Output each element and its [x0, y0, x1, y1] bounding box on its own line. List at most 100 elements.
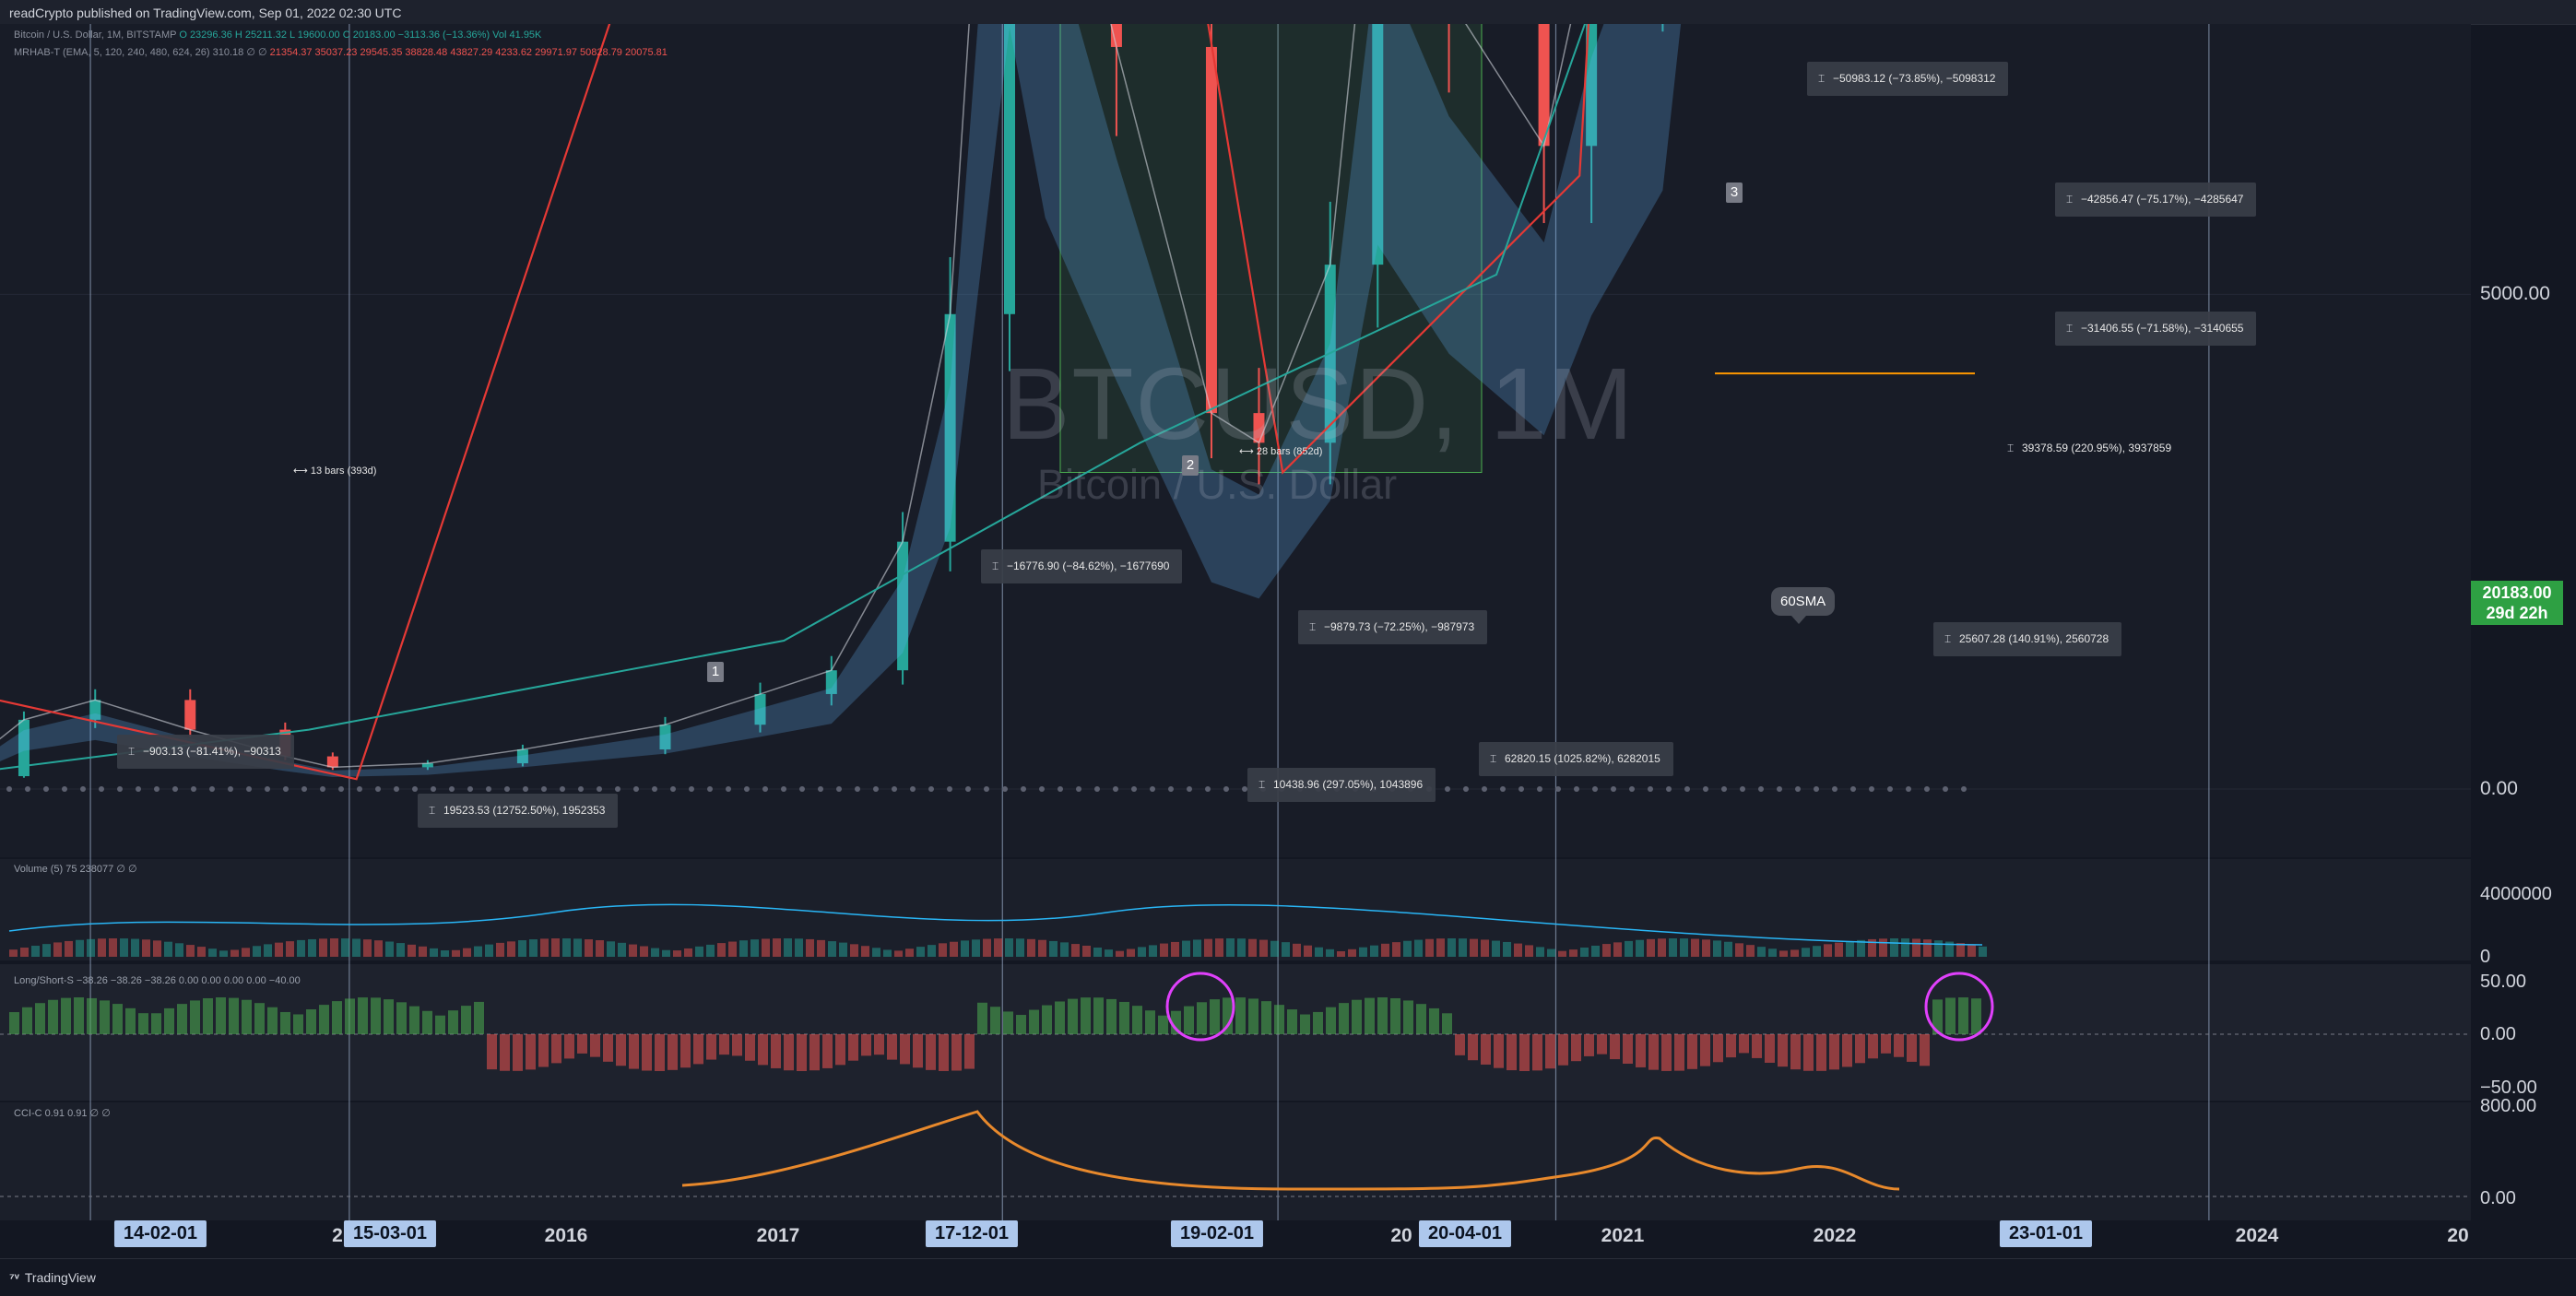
ls-bar	[616, 1034, 626, 1066]
ls-bar	[177, 1004, 187, 1034]
volume-bar	[98, 938, 106, 957]
ls-bar	[629, 1034, 639, 1069]
candle-body	[1205, 46, 1217, 414]
ls-legend: Long/Short-S −38.26 −38.26 −38.26 0.00 0…	[14, 975, 301, 986]
tradingview-logo[interactable]: ⁷ᵛ TradingView	[9, 1270, 96, 1285]
baseline-dot	[1943, 786, 1948, 792]
ls-bar	[926, 1034, 936, 1070]
volume-bar	[817, 939, 825, 957]
cci-values: 0.91 0.91 ∅ ∅	[44, 1108, 111, 1119]
price-chart[interactable]	[0, 24, 2576, 1258]
baseline-dot	[301, 786, 307, 792]
measure-box[interactable]: ⌶ 19523.53 (12752.50%), 1952353	[418, 794, 619, 828]
candle-body	[421, 763, 433, 768]
ls-bar	[874, 1034, 884, 1055]
volume-bar	[651, 948, 659, 957]
ls-bar	[1636, 1034, 1646, 1067]
watermark-description: Bitcoin / U.S. Dollar	[1037, 461, 1398, 508]
ls-bar	[267, 1007, 278, 1034]
cci-label: CCI-C	[14, 1108, 42, 1119]
measure-icon: ⌶	[1818, 72, 1826, 85]
ls-bar	[1842, 1034, 1852, 1067]
ls-bar	[758, 1034, 768, 1066]
measure-box[interactable]: ⌶ −31406.55 (−71.58%), −3140655	[2055, 312, 2257, 346]
measure-box[interactable]: ⌶ −903.13 (−81.41%), −90313	[117, 735, 294, 769]
measure-box[interactable]: ⌶ 39378.59 (220.95%), 3937859	[1996, 431, 2184, 465]
volume-bar	[1193, 939, 1201, 957]
ls-bar	[487, 1034, 497, 1070]
ls-bar	[1739, 1034, 1749, 1054]
volume-bar	[1160, 943, 1168, 957]
measure-box[interactable]: ⌶ −50983.12 (−73.85%), −5098312	[1807, 62, 2009, 96]
bar-range-label: ⟷ 28 bars (852d)	[1239, 446, 1323, 457]
volume-bar	[1802, 948, 1810, 957]
ls-bar	[254, 1003, 265, 1034]
volume-bar	[883, 949, 892, 957]
ls-bar	[951, 1034, 962, 1071]
measure-box[interactable]: ⌶ −9879.73 (−72.25%), −987973	[1298, 610, 1488, 644]
baseline-dot	[1150, 786, 1155, 792]
baseline-dot	[1205, 786, 1211, 792]
volume-bar	[363, 939, 372, 957]
baseline-dot	[597, 786, 602, 792]
ls-bar	[1558, 1034, 1568, 1066]
ls-bar	[1958, 997, 1968, 1034]
bar-range-label: ⟷ 13 bars (393d)	[293, 465, 377, 477]
volume-bar	[275, 942, 283, 957]
volume-bar	[1138, 947, 1146, 957]
volume-ma-line	[8, 903, 1983, 946]
measure-box[interactable]: ⌶ 10438.96 (297.05%), 1043896	[1247, 768, 1436, 802]
ls-bar	[319, 1005, 329, 1034]
volume-bar	[1934, 940, 1943, 957]
time-label-2021: 2021	[1601, 1225, 1645, 1246]
volume-bar	[1071, 944, 1080, 957]
measure-box[interactable]: ⌶ −16776.90 (−84.62%), −1677690	[981, 549, 1183, 583]
measure-box[interactable]: ⌶ 62820.15 (1025.82%), 6282015	[1479, 742, 1673, 776]
volume-bar	[1636, 939, 1644, 957]
baseline-dot	[1076, 786, 1081, 792]
bar-range-text: 13 bars (393d)	[310, 465, 377, 477]
ls-bar	[1003, 1011, 1013, 1034]
volume-bar	[1536, 947, 1544, 957]
volume-bar	[31, 946, 40, 957]
ls-bar	[913, 1034, 923, 1068]
candle-body	[89, 700, 101, 720]
baseline-dot	[467, 786, 473, 792]
ls-bar	[1326, 1007, 1336, 1034]
volume-bar	[496, 942, 504, 957]
measure-text: 10438.96 (297.05%), 1043896	[1273, 778, 1424, 791]
ls-bar	[1365, 997, 1375, 1034]
baseline-dot	[689, 786, 694, 792]
volume-bar	[1857, 939, 1865, 957]
ls-axis-zero: 0.00	[2480, 1024, 2516, 1044]
volume-bar	[230, 949, 239, 957]
baseline-dot	[928, 786, 934, 792]
ls-bar	[396, 1002, 407, 1034]
volume-bar	[640, 946, 648, 957]
wave-label-1: 1	[707, 662, 724, 682]
ls-bar	[1313, 1011, 1323, 1034]
baseline-dot	[394, 786, 399, 792]
measure-text: 39378.59 (220.95%), 3937859	[2022, 442, 2172, 454]
measure-icon: ⌶	[429, 804, 436, 817]
ls-bar	[1920, 1034, 1930, 1066]
baseline-dot	[320, 786, 325, 792]
sma-line	[0, 24, 1587, 771]
price-axis-label: 0.00	[2480, 778, 2518, 799]
baseline-dot	[1684, 786, 1690, 792]
volume-bar	[1613, 942, 1622, 957]
measure-box[interactable]: ⌶ 25607.28 (140.91%), 2560728	[1933, 622, 2122, 656]
ls-bar	[1352, 999, 1362, 1034]
ls-bar	[461, 1006, 471, 1034]
measure-box[interactable]: ⌶ −42856.47 (−75.17%), −4285647	[2055, 183, 2257, 217]
baseline-dot	[523, 786, 528, 792]
volume-bar	[684, 948, 692, 957]
ls-bar	[1390, 997, 1400, 1034]
ls-values: −38.26 −38.26 −38.26 0.00 0.00 0.00 0.00…	[76, 975, 301, 986]
candle-body	[18, 719, 30, 777]
volume-bar	[1979, 946, 1987, 957]
volume-bar	[1293, 943, 1301, 957]
measure-text: −31406.55 (−71.58%), −3140655	[2081, 322, 2244, 335]
baseline-dot	[910, 786, 916, 792]
volume-bar	[1625, 940, 1633, 957]
